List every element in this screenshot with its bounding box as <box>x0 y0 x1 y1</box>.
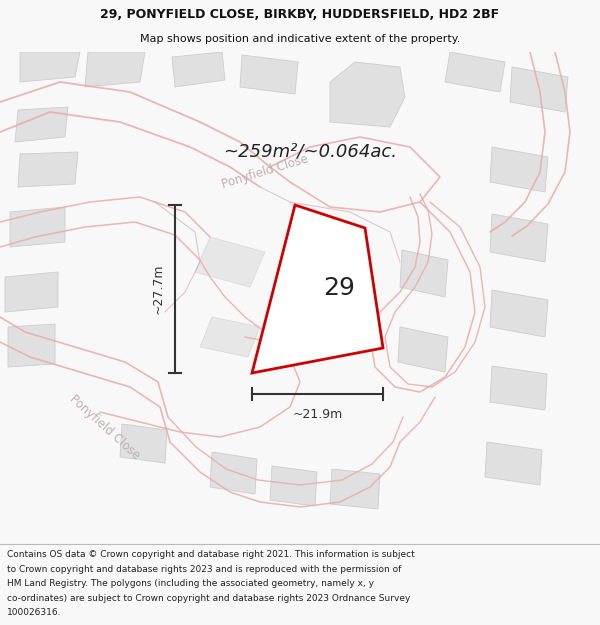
Text: HM Land Registry. The polygons (including the associated geometry, namely x, y: HM Land Registry. The polygons (includin… <box>7 579 374 588</box>
Text: ~21.9m: ~21.9m <box>292 408 343 421</box>
Polygon shape <box>85 52 145 87</box>
Polygon shape <box>490 290 548 337</box>
Polygon shape <box>5 272 58 312</box>
Polygon shape <box>490 214 548 262</box>
Polygon shape <box>20 52 80 82</box>
Polygon shape <box>172 52 225 87</box>
Polygon shape <box>330 62 405 127</box>
Polygon shape <box>15 107 68 142</box>
Text: Map shows position and indicative extent of the property.: Map shows position and indicative extent… <box>140 34 460 44</box>
Text: 29: 29 <box>323 276 355 301</box>
Polygon shape <box>240 55 298 94</box>
Text: ~27.7m: ~27.7m <box>152 264 165 314</box>
Text: ~259m²/~0.064ac.: ~259m²/~0.064ac. <box>223 143 397 161</box>
Polygon shape <box>398 327 448 372</box>
Polygon shape <box>510 67 568 112</box>
Polygon shape <box>18 152 78 187</box>
Polygon shape <box>8 324 55 367</box>
Text: Contains OS data © Crown copyright and database right 2021. This information is : Contains OS data © Crown copyright and d… <box>7 550 415 559</box>
Polygon shape <box>252 205 383 373</box>
Polygon shape <box>270 466 317 506</box>
Text: 100026316.: 100026316. <box>7 608 62 618</box>
Polygon shape <box>330 469 380 509</box>
Polygon shape <box>485 442 542 485</box>
Text: to Crown copyright and database rights 2023 and is reproduced with the permissio: to Crown copyright and database rights 2… <box>7 565 401 574</box>
Polygon shape <box>445 52 505 92</box>
Polygon shape <box>120 424 167 463</box>
Polygon shape <box>490 147 548 192</box>
Text: Ponyfield Close: Ponyfield Close <box>67 392 143 462</box>
Polygon shape <box>490 366 547 410</box>
Text: Ponyfield Close: Ponyfield Close <box>220 152 310 191</box>
Text: 29, PONYFIELD CLOSE, BIRKBY, HUDDERSFIELD, HD2 2BF: 29, PONYFIELD CLOSE, BIRKBY, HUDDERSFIEL… <box>100 8 500 21</box>
Polygon shape <box>210 452 257 494</box>
Text: co-ordinates) are subject to Crown copyright and database rights 2023 Ordnance S: co-ordinates) are subject to Crown copyr… <box>7 594 410 603</box>
Polygon shape <box>400 250 448 297</box>
Polygon shape <box>200 317 260 357</box>
Polygon shape <box>195 237 265 287</box>
Polygon shape <box>10 207 65 247</box>
